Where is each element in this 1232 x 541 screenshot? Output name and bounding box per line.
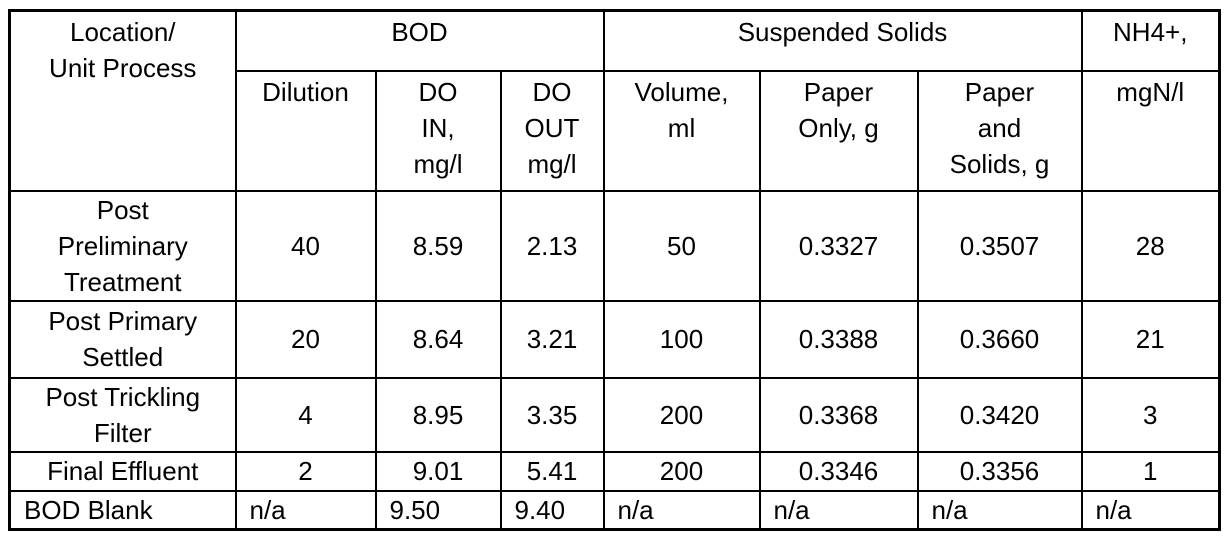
table-row-final-effluent: Final Effluent 2 9.01 5.41 200 0.3346 0.… bbox=[8, 450, 1221, 492]
cell-do-in: 8.64 bbox=[374, 299, 502, 379]
table-row-post-primary-settled: Post Primary Settled 20 8.64 3.21 100 0.… bbox=[8, 299, 1221, 379]
cell-dilution: 40 bbox=[234, 189, 377, 302]
cell-do-out: 5.41 bbox=[499, 450, 605, 492]
table-row-post-trickling-filter: Post Trickling Filter 4 8.95 3.35 200 0.… bbox=[8, 376, 1221, 453]
cell-dilution: 4 bbox=[234, 376, 377, 453]
cell-nh4: n/a bbox=[1080, 489, 1221, 530]
cell-volume: 100 bbox=[602, 299, 761, 379]
cell-paper-and-solids: 0.3660 bbox=[916, 299, 1083, 379]
header-group-suspended-solids: Suspended Solids bbox=[602, 9, 1083, 72]
cell-nh4: 1 bbox=[1080, 450, 1221, 492]
cell-nh4: 21 bbox=[1080, 299, 1221, 379]
cell-paper-only: 0.3368 bbox=[758, 376, 919, 453]
header-group-bod: BOD bbox=[234, 9, 605, 72]
cell-do-in: 8.95 bbox=[374, 376, 502, 453]
cell-nh4: 3 bbox=[1080, 376, 1221, 453]
lab-results-table: Location/ Unit Process BOD Suspended Sol… bbox=[8, 9, 1221, 531]
cell-paper-and-solids: n/a bbox=[916, 489, 1083, 530]
table-row-post-preliminary-treatment: Post Preliminary Treatment 40 8.59 2.13 … bbox=[8, 189, 1221, 302]
cell-do-in: 9.50 bbox=[374, 489, 502, 530]
cell-paper-only: 0.3327 bbox=[758, 189, 919, 302]
cell-paper-only: n/a bbox=[758, 489, 919, 530]
cell-volume: 200 bbox=[602, 376, 761, 453]
row-label: Post Trickling Filter bbox=[8, 376, 237, 453]
header-row-subcolumns: Dilution DO IN, mg/l DO OUT mg/l Volume,… bbox=[10, 69, 1221, 192]
row-label: Final Effluent bbox=[8, 450, 237, 492]
cell-dilution: 2 bbox=[234, 450, 377, 492]
cell-volume: 200 bbox=[602, 450, 761, 492]
header-row-groups: Location/ Unit Process BOD Suspended Sol… bbox=[8, 9, 1221, 192]
cell-do-in: 9.01 bbox=[374, 450, 502, 492]
row-label: Post Primary Settled bbox=[8, 299, 237, 379]
header-do-in: DO IN, mg/l bbox=[374, 69, 502, 192]
cell-do-out: 2.13 bbox=[499, 189, 605, 302]
cell-volume: 50 bbox=[602, 189, 761, 302]
cell-paper-and-solids: 0.3420 bbox=[916, 376, 1083, 453]
row-label: Post Preliminary Treatment bbox=[8, 189, 237, 302]
cell-do-out: 3.35 bbox=[499, 376, 605, 453]
row-label: BOD Blank bbox=[8, 489, 237, 530]
cell-paper-and-solids: 0.3356 bbox=[916, 450, 1083, 492]
header-nh4: NH4+, bbox=[1080, 9, 1221, 72]
header-dilution: Dilution bbox=[234, 69, 377, 192]
header-paper-only: Paper Only, g bbox=[758, 69, 919, 192]
cell-volume: n/a bbox=[602, 489, 761, 530]
cell-do-out: 9.40 bbox=[499, 489, 605, 530]
header-location-unit-process: Location/ Unit Process bbox=[8, 9, 237, 192]
cell-paper-and-solids: 0.3507 bbox=[916, 189, 1083, 302]
table-row-bod-blank: BOD Blank n/a 9.50 9.40 n/a n/a n/a n/a bbox=[8, 489, 1221, 530]
cell-paper-only: 0.3388 bbox=[758, 299, 919, 379]
header-paper-and-solids: Paper and Solids, g bbox=[916, 69, 1083, 192]
cell-dilution: 20 bbox=[234, 299, 377, 379]
cell-do-in: 8.59 bbox=[374, 189, 502, 302]
header-volume: Volume, ml bbox=[602, 69, 761, 192]
header-do-out: DO OUT mg/l bbox=[499, 69, 605, 192]
header-nh4-units: mgN/l bbox=[1080, 69, 1221, 192]
cell-nh4: 28 bbox=[1080, 189, 1221, 302]
cell-dilution: n/a bbox=[234, 489, 377, 530]
cell-paper-only: 0.3346 bbox=[758, 450, 919, 492]
cell-do-out: 3.21 bbox=[499, 299, 605, 379]
